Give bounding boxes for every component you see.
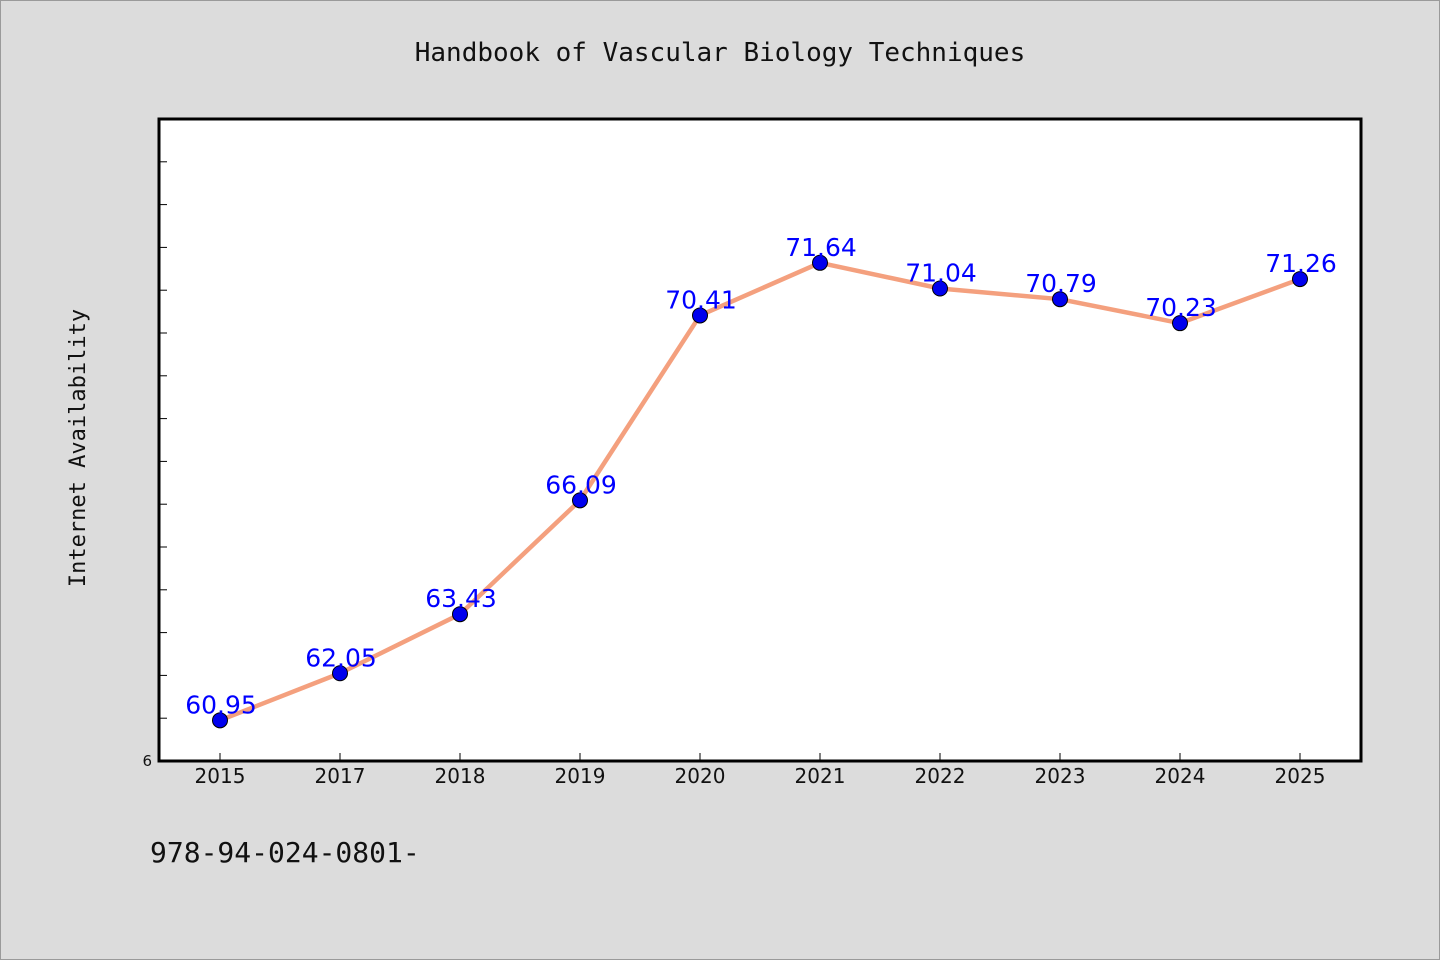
data-label-2017: 62.05: [305, 643, 377, 672]
x-tick-label-2019: 2019: [555, 764, 606, 788]
data-label-group: 60.95 62.05 63.43 66.09 70.41 71.64 71.04 70.79…: [185, 233, 1337, 720]
data-label-2022: 71.04: [905, 258, 977, 287]
series-line: [217, 260, 1303, 723]
x-tick-label-2020: 2020: [675, 764, 726, 788]
data-point-2015: [212, 712, 228, 729]
y-axis-label: Internet Availability: [66, 309, 91, 587]
y-axis-ticks: [159, 161, 167, 719]
plot-area: [157, 117, 1363, 763]
x-tick-label-2021: 2021: [795, 764, 846, 788]
data-point-2024: [1172, 315, 1188, 332]
data-point-2021: [812, 254, 828, 271]
data-point-2022: [932, 280, 948, 297]
data-label-2021: 71.64: [785, 233, 857, 262]
data-label-2023: 70.79: [1025, 269, 1097, 298]
x-tick-label-2018: 2018: [435, 764, 486, 788]
data-label-2024: 70.23: [1145, 293, 1217, 322]
data-label-2019: 66.09: [545, 470, 617, 499]
x-tick-label-2017: 2017: [315, 764, 366, 788]
data-point-2020: [692, 307, 708, 324]
x-tick-label-2025: 2025: [1275, 764, 1326, 788]
x-axis: 2015 2017 2018 2019 2020 2021 2022 2023 2024 2025: [195, 753, 1326, 788]
y-tick-label: 6: [142, 752, 152, 770]
data-point-2018: [452, 606, 468, 623]
data-point-2019: [572, 492, 588, 509]
marker-group: [212, 254, 1308, 729]
data-point-2023: [1052, 291, 1068, 308]
x-tick-label-2015: 2015: [195, 764, 246, 788]
data-point-2017: [332, 665, 348, 682]
data-label-2025: 71.26: [1265, 249, 1337, 278]
chart-title: Handbook of Vascular Biology Techniques: [415, 38, 1025, 68]
data-point-2025: [1292, 271, 1308, 288]
data-label-2018: 63.43: [425, 584, 497, 613]
x-tick-label-2022: 2022: [915, 764, 966, 788]
x-tick-label-2023: 2023: [1035, 764, 1086, 788]
data-label-2015: 60.95: [185, 690, 257, 719]
series-line-group: [217, 260, 1303, 723]
data-label-2020: 70.41: [665, 285, 737, 314]
x-tick-label-2024: 2024: [1155, 764, 1206, 788]
footer-isbn: 978-94-024-0801-: [150, 836, 420, 869]
